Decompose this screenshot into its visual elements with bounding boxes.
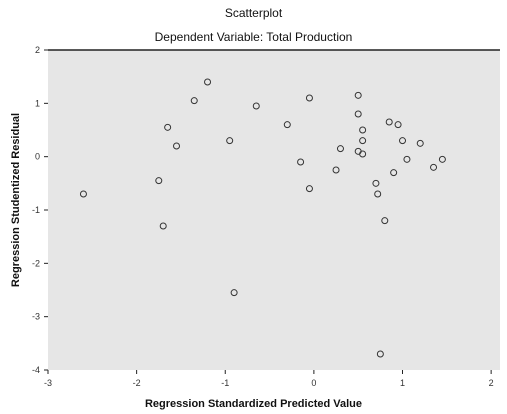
- data-point: [359, 137, 367, 145]
- data-point: [394, 121, 402, 129]
- y-tick-label: -3: [32, 312, 40, 322]
- data-point: [390, 169, 398, 177]
- data-point: [354, 110, 362, 118]
- data-point: [305, 94, 313, 102]
- chart-title: Scatterplot: [224, 6, 283, 20]
- data-point: [190, 97, 198, 105]
- data-point: [430, 163, 438, 171]
- plot-area: [48, 50, 500, 370]
- y-tick-label: 2: [35, 45, 40, 55]
- x-axis-label: Regression Standardized Predicted Value: [144, 398, 362, 410]
- data-points: [79, 78, 446, 358]
- data-point: [385, 118, 393, 126]
- data-point: [376, 350, 384, 358]
- data-point: [399, 137, 407, 145]
- data-point: [403, 155, 411, 163]
- data-point: [381, 217, 389, 225]
- x-tick-label: 1: [400, 378, 405, 388]
- x-tick-label: -3: [44, 378, 52, 388]
- y-tick-label: -1: [32, 205, 40, 215]
- data-point: [305, 185, 313, 193]
- data-point: [155, 177, 163, 185]
- data-point: [164, 123, 172, 131]
- data-point: [79, 190, 87, 198]
- data-point: [336, 145, 344, 153]
- chart-subtitle: Dependent Variable: Total Production: [154, 30, 353, 44]
- x-tick-label: -2: [133, 378, 141, 388]
- x-tick-label: 2: [489, 378, 494, 388]
- y-axis: -4 -3 -2 -1 0 1 2: [32, 45, 48, 375]
- data-point: [416, 139, 424, 147]
- data-point: [204, 78, 212, 86]
- y-tick-label: 1: [35, 98, 40, 108]
- x-axis: -3 -2 -1 0 1 2: [44, 370, 494, 388]
- y-axis-label: Regression Studentized Residual: [10, 112, 22, 288]
- data-point: [226, 137, 234, 145]
- data-point: [173, 142, 181, 150]
- data-point: [283, 121, 291, 129]
- data-point: [159, 222, 167, 230]
- data-point: [438, 155, 446, 163]
- data-point: [359, 126, 367, 134]
- data-point: [354, 91, 362, 99]
- y-tick-label: -2: [32, 258, 40, 268]
- data-point: [252, 102, 260, 110]
- data-point: [230, 289, 238, 297]
- data-point: [374, 190, 382, 198]
- y-tick-label: 0: [35, 152, 40, 162]
- data-point: [297, 158, 305, 166]
- data-point: [372, 179, 380, 187]
- data-point: [359, 150, 367, 158]
- data-point: [332, 166, 340, 174]
- y-tick-label: -4: [32, 365, 40, 375]
- x-tick-label: -1: [221, 378, 229, 388]
- x-tick-label: 0: [311, 378, 316, 388]
